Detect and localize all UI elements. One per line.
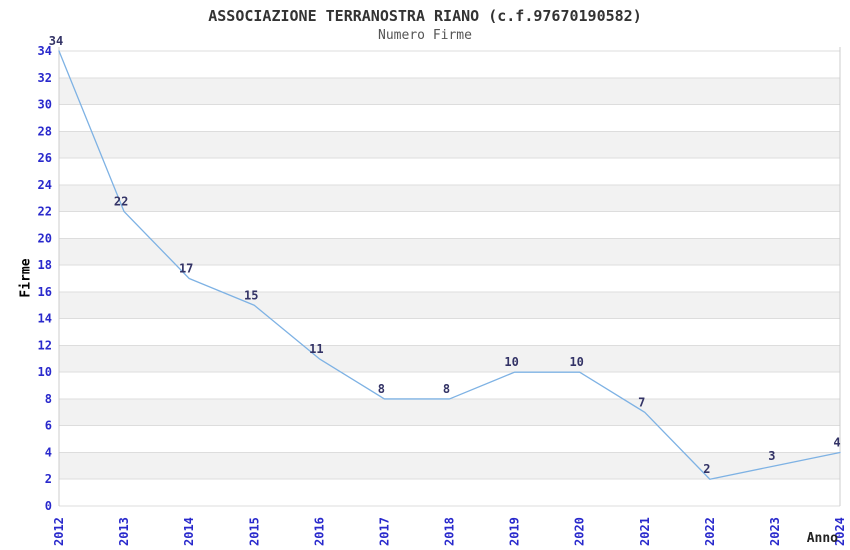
x-tick-label: 2023 [768,517,782,546]
x-tick-label: 2016 [312,517,326,546]
y-tick-label: 2 [45,472,52,486]
plot-band [59,452,840,480]
data-label: 3 [768,449,775,463]
y-tick-label: 28 [38,124,52,138]
data-label: 7 [638,395,645,409]
x-tick-label: 2015 [247,517,261,546]
y-tick-label: 0 [45,499,52,513]
y-tick-label: 12 [38,338,52,352]
data-line [58,50,841,480]
chart-title: ASSOCIAZIONE TERRANOSTRA RIANO (c.f.9767… [208,7,642,25]
plot-band [59,184,840,212]
data-label: 4 [833,435,840,449]
data-label: 17 [179,262,193,276]
data-label: 15 [244,288,258,302]
x-tick-label: 2014 [182,517,196,546]
x-tick-label: 2022 [703,517,717,546]
data-label: 2 [703,462,710,476]
data-label: 11 [309,342,323,356]
y-tick-label: 14 [38,312,52,326]
plot-band [59,291,840,319]
x-tick-label: 2012 [52,517,66,546]
data-label: 34 [49,34,63,48]
plot-band [59,238,840,266]
y-tick-label: 30 [38,98,52,112]
y-tick-label: 4 [45,445,52,459]
x-tick-label: 2018 [443,517,457,546]
data-label: 22 [114,195,128,209]
plot-band [59,398,840,426]
y-tick-label: 8 [45,392,52,406]
y-tick-label: 6 [45,419,52,433]
y-tick-label: 26 [38,151,52,165]
x-axis-label: Anno [806,531,838,546]
x-tick-label: 2024 [833,517,847,546]
x-tick-label: 2020 [573,517,587,546]
y-tick-label: 20 [38,231,52,245]
data-label: 10 [569,355,583,369]
x-tick-label: 2017 [377,517,391,546]
plot-band [59,345,840,373]
data-label: 8 [378,382,385,396]
y-tick-label: 16 [38,285,52,299]
data-label: 10 [504,355,518,369]
y-tick-label: 32 [38,71,52,85]
y-axis-label: Firme [18,258,34,298]
plot-band [59,77,840,105]
data-label: 8 [443,382,450,396]
x-tick-label: 2019 [508,517,522,546]
y-tick-label: 10 [38,365,52,379]
y-tick-label: 34 [38,44,52,58]
y-tick-label: 24 [38,178,52,192]
plot-band [59,131,840,159]
y-tick-label: 18 [38,258,52,272]
y-tick-label: 22 [38,205,52,219]
x-tick-label: 2021 [638,517,652,546]
x-tick-label: 2013 [117,517,131,546]
chart-subtitle: Numero Firme [378,28,472,43]
